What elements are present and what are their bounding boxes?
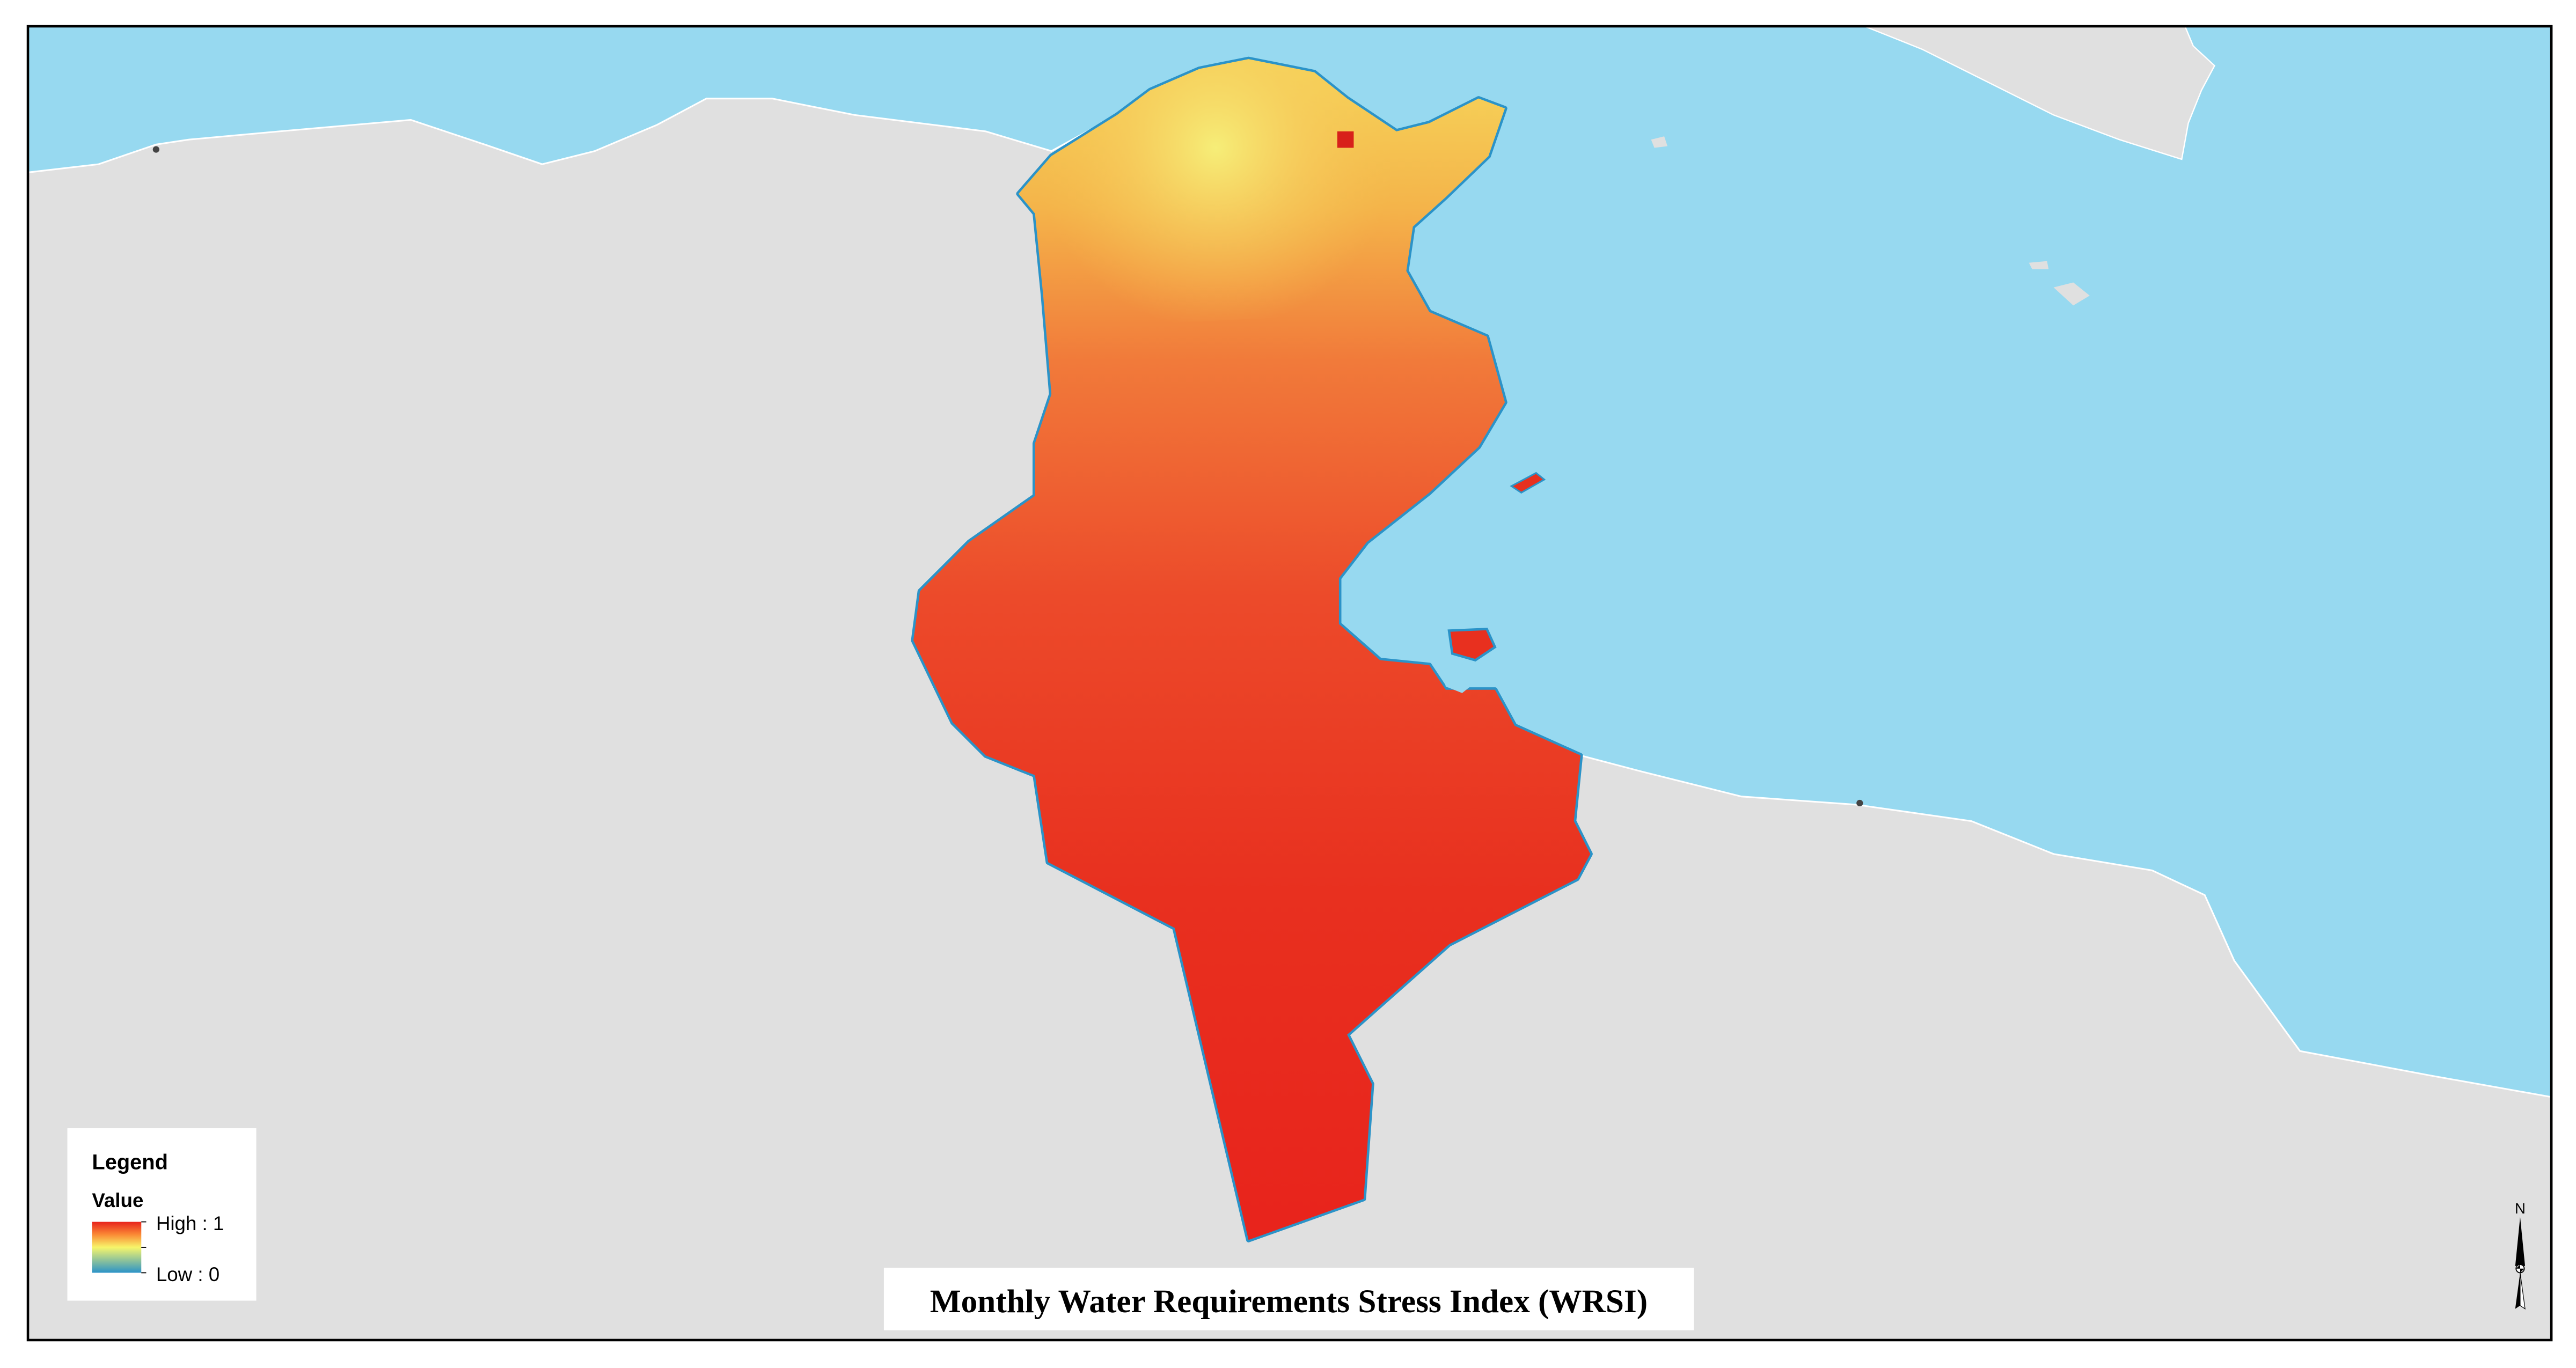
map-title: Monthly Water Requirements Stress Index … <box>930 1283 1648 1320</box>
north-arrow-icon: N <box>2515 1200 2526 1310</box>
city-marker <box>1856 799 1863 807</box>
legend-field: Value <box>92 1189 143 1211</box>
northern-low-stress-area <box>1018 59 1413 329</box>
map-border <box>26 25 2553 1342</box>
legend-color-ramp <box>92 1222 142 1273</box>
legend-title: Legend <box>92 1151 167 1174</box>
sicily-landmass <box>1864 25 2216 160</box>
kerkennah-island <box>1510 472 1546 494</box>
north-label: N <box>2515 1200 2526 1217</box>
island <box>2029 261 2049 270</box>
gulf-of-gabes-water <box>1442 663 1479 693</box>
legend: Legend Value High : 1 Low : 0 <box>67 1128 257 1301</box>
djerba-island <box>1447 628 1497 662</box>
island <box>1651 136 1668 148</box>
legend-low-label: Low : 0 <box>156 1263 219 1285</box>
cap-bon-hotspot <box>1337 131 1354 148</box>
map-title-box: Monthly Water Requirements Stress Index … <box>883 1268 1694 1330</box>
island <box>2053 282 2090 306</box>
tunisia-raster-inner <box>913 59 1591 1240</box>
legend-high-label: High : 1 <box>156 1212 224 1234</box>
city-marker <box>152 146 159 153</box>
